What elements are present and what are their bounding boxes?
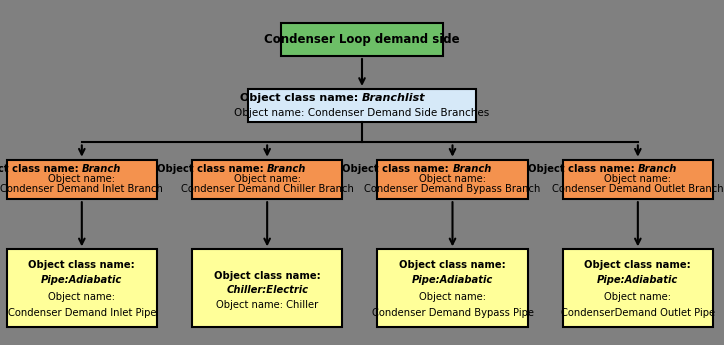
Text: Object name:: Object name: <box>419 174 486 184</box>
Text: Object class name:: Object class name: <box>214 272 321 282</box>
Text: Pipe:Adiabatic: Pipe:Adiabatic <box>597 275 678 285</box>
Text: Object name:: Object name: <box>419 293 486 302</box>
Text: Object name: Condenser Demand Side Branches: Object name: Condenser Demand Side Branc… <box>235 108 489 118</box>
Text: Object name:: Object name: <box>234 174 300 184</box>
Text: CondenserDemand Outlet Pipe: CondenserDemand Outlet Pipe <box>561 308 715 318</box>
Text: Object class name:: Object class name: <box>528 164 638 174</box>
Text: Condenser Demand Bypass Branch: Condenser Demand Bypass Branch <box>364 184 541 194</box>
FancyBboxPatch shape <box>7 249 157 327</box>
FancyBboxPatch shape <box>281 23 443 56</box>
FancyBboxPatch shape <box>377 249 528 327</box>
Text: Object class name:: Object class name: <box>28 260 135 270</box>
Text: Branch: Branch <box>267 164 306 174</box>
Text: Object class name:: Object class name: <box>0 164 82 174</box>
Text: Condenser Demand Outlet Branch: Condenser Demand Outlet Branch <box>552 184 724 194</box>
Text: Object name:: Object name: <box>49 174 115 184</box>
Text: Condenser Demand Chiller Branch: Condenser Demand Chiller Branch <box>181 184 353 194</box>
FancyBboxPatch shape <box>377 159 528 199</box>
Text: Object class name:: Object class name: <box>240 93 362 102</box>
Text: Pipe:Adiabatic: Pipe:Adiabatic <box>412 275 493 285</box>
Text: Branch: Branch <box>82 164 121 174</box>
Text: Object name:: Object name: <box>49 293 115 302</box>
FancyBboxPatch shape <box>563 159 713 199</box>
FancyBboxPatch shape <box>248 89 476 122</box>
Text: Object class name:: Object class name: <box>584 260 691 270</box>
Text: Object class name:: Object class name: <box>157 164 267 174</box>
FancyBboxPatch shape <box>192 249 342 327</box>
Text: Object name:: Object name: <box>605 174 671 184</box>
Text: Condenser Loop demand side: Condenser Loop demand side <box>264 33 460 46</box>
Text: Condenser Demand Inlet Pipe: Condenser Demand Inlet Pipe <box>7 308 156 318</box>
Text: Branch: Branch <box>452 164 492 174</box>
Text: Condenser Demand Inlet Branch: Condenser Demand Inlet Branch <box>1 184 163 194</box>
Text: Condenser Demand Bypass Pipe: Condenser Demand Bypass Pipe <box>371 308 534 318</box>
Text: Object name: Chiller: Object name: Chiller <box>216 300 319 310</box>
FancyBboxPatch shape <box>192 159 342 199</box>
FancyBboxPatch shape <box>7 159 157 199</box>
Text: Object class name:: Object class name: <box>399 260 506 270</box>
Text: Object class name:: Object class name: <box>342 164 452 174</box>
Text: Pipe:Adiabatic: Pipe:Adiabatic <box>41 275 122 285</box>
Text: Branchlist: Branchlist <box>362 93 426 102</box>
Text: Branch: Branch <box>638 164 677 174</box>
Text: Chiller:Electric: Chiller:Electric <box>226 285 308 295</box>
FancyBboxPatch shape <box>563 249 713 327</box>
Text: Object name:: Object name: <box>605 293 671 302</box>
